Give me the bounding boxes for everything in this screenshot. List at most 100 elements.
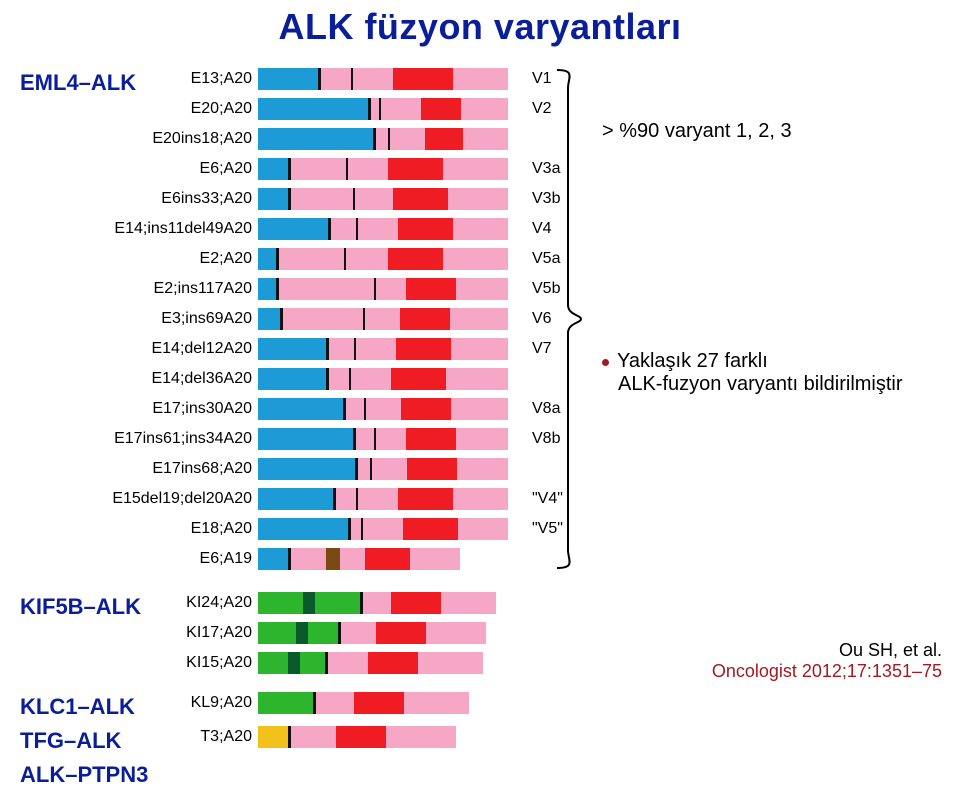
segment-green (258, 622, 296, 644)
segment-red (393, 68, 453, 90)
variant-label: V3a (532, 160, 560, 178)
row-label: E14;del36A20 (20, 370, 252, 388)
segment-pink (448, 188, 508, 210)
segment-pink (453, 488, 508, 510)
fusion-row: E17;ins30A20V8a (20, 398, 580, 420)
segment-pink (358, 218, 398, 240)
fusion-row: E6;A19 (20, 548, 580, 570)
segment-red (425, 128, 463, 150)
segment-blue (258, 68, 318, 90)
segment-pink (355, 188, 393, 210)
fusion-bar (258, 68, 508, 90)
bullet-icon (602, 359, 609, 366)
segment-green (258, 592, 303, 614)
variant-label: V2 (532, 100, 552, 118)
segment-red (400, 308, 450, 330)
fusion-bar (258, 98, 508, 120)
segment-red (376, 622, 426, 644)
row-label: E20ins18;A20 (20, 130, 252, 148)
segment-pink (390, 128, 425, 150)
row-label: E17ins61;ins34A20 (20, 430, 252, 448)
segment-green (258, 692, 313, 714)
segment-pink (456, 428, 508, 450)
variant-label: V5a (532, 250, 560, 268)
row-label: E13;A20 (20, 70, 252, 88)
fusion-bar (258, 398, 508, 420)
row-label: E2;ins117A20 (20, 280, 252, 298)
citation-author: Ou SH, et al. (712, 640, 942, 661)
variant-label: V8a (532, 400, 560, 418)
fusion-bar (258, 128, 508, 150)
fusion-row: T3;A20 (20, 726, 580, 748)
fusion-row: KI15;A20 (20, 652, 580, 674)
segment-pink (346, 398, 364, 420)
segment-pink (441, 592, 496, 614)
segment-blue (258, 128, 373, 150)
note2-line1: Yaklaşık 27 farklı (617, 350, 768, 372)
variant-label: V8b (532, 430, 560, 448)
segment-pink (371, 98, 379, 120)
segment-pink (461, 98, 508, 120)
fusion-bar (258, 368, 508, 390)
fusion-bar (258, 592, 496, 614)
citation: Ou SH, et al. Oncologist 2012;17:1351–75 (712, 640, 942, 682)
segment-pink (372, 458, 407, 480)
segment-red (388, 248, 443, 270)
segment-blue (258, 338, 326, 360)
fusion-row: KI24;A20 (20, 592, 580, 614)
fusion-row: E6ins33;A20V3b (20, 188, 580, 210)
fusion-row: KI17;A20 (20, 622, 580, 644)
segment-pink (321, 68, 351, 90)
fusion-bar (258, 248, 508, 270)
segment-pink (316, 692, 354, 714)
fusion-row: E17ins61;ins34A20 V8b (20, 428, 580, 450)
segment-red (393, 188, 448, 210)
variant-label: V4 (532, 220, 552, 238)
segment-brown (326, 548, 340, 570)
fusion-bar (258, 188, 508, 210)
row-label: E6;A20 (20, 160, 252, 178)
segment-pink (443, 248, 508, 270)
segment-pink (457, 458, 508, 480)
segment-blue (258, 398, 343, 420)
segment-pink (366, 398, 401, 420)
segment-pink (376, 278, 406, 300)
fusion-row: KL9;A20 (20, 692, 580, 714)
fusion-bar (258, 308, 508, 330)
segment-pink (418, 652, 483, 674)
segment-pink (404, 692, 469, 714)
segment-pink (283, 308, 363, 330)
segment-red (391, 592, 441, 614)
row-label: T3;A20 (20, 728, 252, 746)
fusion-bar (258, 218, 508, 240)
variant-label: V6 (532, 310, 552, 328)
fusion-bar (258, 548, 460, 570)
segment-pink (443, 158, 508, 180)
segment-pink (450, 308, 508, 330)
note2-line2: ALK-fuzyon varyantı bildirilmiştir (618, 373, 903, 396)
segment-pink (331, 218, 356, 240)
segment-blue (258, 218, 328, 240)
segment-yellow (258, 726, 288, 748)
note-variant-frequency: > %90 varyant 1, 2, 3 (602, 120, 792, 143)
segment-pink (410, 548, 460, 570)
segment-blue (258, 98, 368, 120)
segment-blue (258, 308, 280, 330)
fusion-bar (258, 428, 508, 450)
segment-green (300, 652, 325, 674)
row-label: E2;A20 (20, 250, 252, 268)
segment-pink (463, 128, 508, 150)
fusion-bar (258, 726, 456, 748)
segment-red (406, 428, 456, 450)
fusion-bar (258, 458, 508, 480)
fusion-row: E20ins18;A20 (20, 128, 580, 150)
row-label: E3;ins69A20 (20, 310, 252, 328)
fusion-row: E2;A20 V5a (20, 248, 580, 270)
segment-pink (358, 488, 398, 510)
segment-pink (279, 278, 374, 300)
segment-red (403, 518, 458, 540)
row-label: KI17;A20 (20, 624, 252, 642)
row-label: E6ins33;A20 (20, 190, 252, 208)
fusion-row: E18;A20"V5" (20, 518, 580, 540)
segment-pink (453, 68, 508, 90)
